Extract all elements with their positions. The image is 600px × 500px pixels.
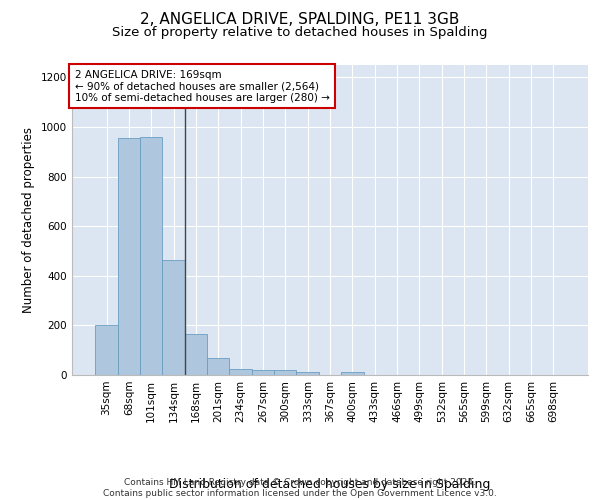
Bar: [118, 138, 140, 375]
Bar: [229, 369, 252, 375]
Bar: [274, 370, 296, 375]
Bar: [140, 137, 163, 375]
Bar: [95, 326, 118, 375]
Text: 2, ANGELICA DRIVE, SPALDING, PE11 3GB: 2, ANGELICA DRIVE, SPALDING, PE11 3GB: [140, 12, 460, 28]
Y-axis label: Number of detached properties: Number of detached properties: [22, 127, 35, 313]
X-axis label: Distribution of detached houses by size in Spalding: Distribution of detached houses by size …: [169, 478, 491, 490]
Bar: [185, 334, 207, 375]
Text: Size of property relative to detached houses in Spalding: Size of property relative to detached ho…: [112, 26, 488, 39]
Bar: [163, 260, 185, 375]
Bar: [296, 372, 319, 375]
Bar: [252, 370, 274, 375]
Bar: [341, 372, 364, 375]
Bar: [207, 358, 229, 375]
Text: Contains HM Land Registry data © Crown copyright and database right 2024.
Contai: Contains HM Land Registry data © Crown c…: [103, 478, 497, 498]
Text: 2 ANGELICA DRIVE: 169sqm
← 90% of detached houses are smaller (2,564)
10% of sem: 2 ANGELICA DRIVE: 169sqm ← 90% of detach…: [74, 70, 329, 103]
